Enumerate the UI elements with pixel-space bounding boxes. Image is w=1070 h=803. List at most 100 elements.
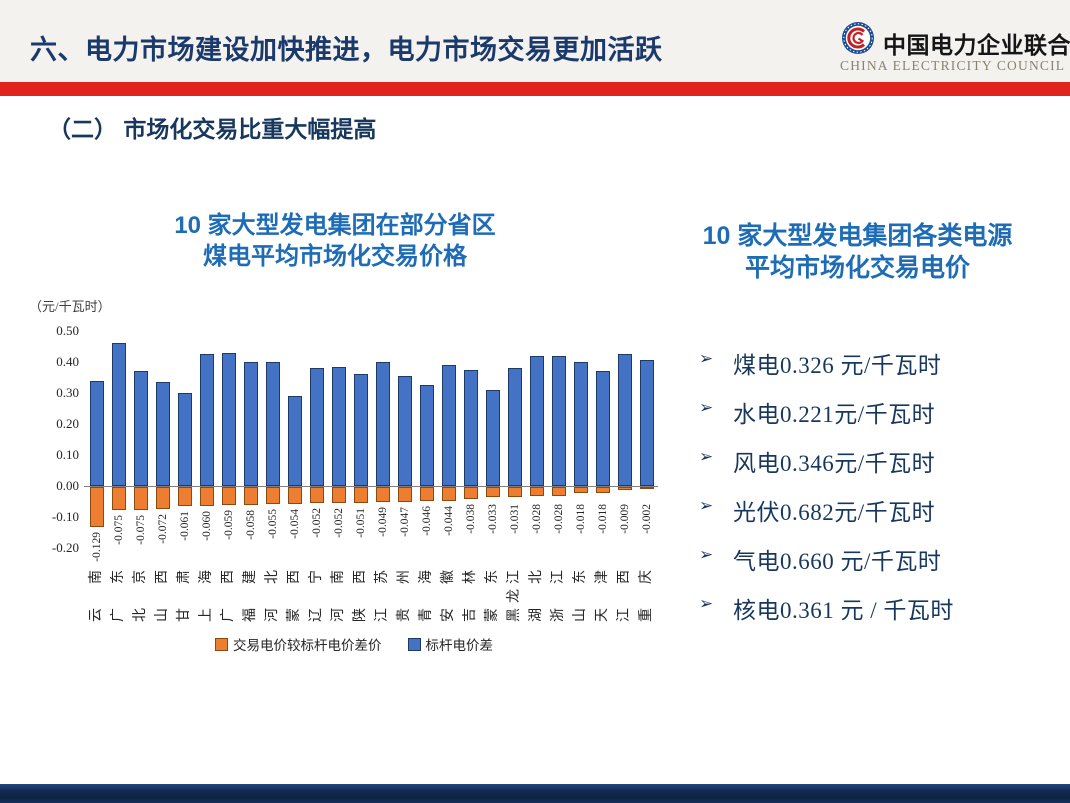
x-axis-label: 浙江 xyxy=(551,570,567,622)
x-axis-label-char: 甘 xyxy=(176,608,192,622)
x-axis-label-char: 山 xyxy=(154,608,170,622)
right-panel-title: 10 家大型发电集团各类电源 平均市场化交易电价 xyxy=(655,220,1060,284)
x-axis-label-char: 徽 xyxy=(440,570,456,584)
bar-benchmark-price-diff xyxy=(265,362,280,486)
bar-trade-price-diff xyxy=(133,487,148,511)
x-axis-label: 重庆 xyxy=(639,570,655,622)
bar-benchmark-price-diff xyxy=(111,343,126,486)
legend-item-trade-diff: 交易电价较标杆电价差价 xyxy=(215,634,382,654)
x-axis-label-char: 山 xyxy=(572,608,588,622)
x-axis-label: 北京 xyxy=(133,570,149,622)
arrow-bullet-icon: ➢ xyxy=(699,594,714,613)
bullet-list: ➢ 煤电0.326 元/千瓦时 ➢ 水电0.221元/千瓦时 ➢ 风电0.346元/千瓦时… xyxy=(699,346,954,640)
x-axis-label-char: 上 xyxy=(198,608,214,622)
x-axis-label-char: 西 xyxy=(220,570,236,584)
bar-benchmark-price-diff xyxy=(309,368,324,486)
x-axis-label: 福建 xyxy=(243,570,259,622)
bar-value-label: -0.052 xyxy=(310,508,323,538)
bar-value-label: -0.038 xyxy=(464,504,477,534)
x-axis-label: 湖北 xyxy=(529,570,545,622)
bar-trade-price-diff xyxy=(573,487,588,493)
x-axis-label-char: 福 xyxy=(242,608,258,622)
right-panel-title-line2: 平均市场化交易电价 xyxy=(744,254,970,282)
bar-trade-price-diff xyxy=(375,487,390,503)
left-chart-title-line2: 煤电平均市场化交易价格 xyxy=(203,243,467,270)
x-axis-label-char: 重 xyxy=(638,608,654,622)
bar-benchmark-price-diff xyxy=(639,360,654,486)
x-axis-label-char: 江 xyxy=(616,608,632,622)
x-axis-label-char: 东 xyxy=(110,570,126,584)
bar-value-label: -0.018 xyxy=(596,504,609,534)
arrow-bullet-icon: ➢ xyxy=(699,447,714,466)
left-chart-title: 10 家大型发电集团在部分省区 煤电平均市场化交易价格 xyxy=(85,210,585,272)
x-axis-label-char: 江 xyxy=(550,570,566,584)
cec-emblem-icon xyxy=(841,21,875,55)
bullet-item: ➢ 光伏0.682元/千瓦时 xyxy=(699,493,954,525)
bar-benchmark-price-diff xyxy=(331,366,346,486)
legend-swatch-orange xyxy=(215,637,228,651)
x-axis-label-char: 江 xyxy=(374,608,390,622)
bullet-item: ➢ 核电0.361 元 / 千瓦时 xyxy=(699,591,954,623)
footer-bar xyxy=(0,784,1070,803)
x-axis-label-char: 贵 xyxy=(396,608,412,622)
x-axis-label-char: 西 xyxy=(616,570,632,584)
left-chart-title-line1: 10 家大型发电集团在部分省区 xyxy=(174,212,496,239)
bar-trade-price-diff xyxy=(331,487,346,504)
bar-trade-price-diff xyxy=(441,487,456,501)
bar-benchmark-price-diff xyxy=(133,371,148,486)
x-axis-label-char: 东 xyxy=(484,570,500,584)
bar-trade-price-diff xyxy=(551,487,566,496)
bar-benchmark-price-diff xyxy=(397,375,412,486)
bar-benchmark-price-diff xyxy=(353,374,368,486)
bar-benchmark-price-diff xyxy=(287,396,302,486)
x-axis-label-char: 西 xyxy=(352,570,368,584)
x-axis-label: 江西 xyxy=(617,570,633,622)
bar-benchmark-price-diff xyxy=(419,385,434,486)
bar-value-label: -0.046 xyxy=(420,506,433,536)
bar-trade-price-diff xyxy=(265,487,280,505)
x-axis-label-char: 辽 xyxy=(308,608,324,622)
logo-org-name-en: CHINA ELECTRICITY COUNCIL xyxy=(840,58,1066,73)
bar-trade-price-diff xyxy=(111,487,126,511)
y-axis-tick: 0.50 xyxy=(56,323,79,338)
arrow-bullet-icon: ➢ xyxy=(699,398,714,417)
x-axis-label-char: 陕 xyxy=(352,608,368,622)
bar-value-label: -0.049 xyxy=(376,507,389,537)
x-axis-label-char: 北 xyxy=(132,608,148,622)
x-axis-label: 河南 xyxy=(331,570,347,622)
y-axis-tick: 0.30 xyxy=(56,385,79,400)
bar-benchmark-price-diff xyxy=(595,371,610,486)
legend-label-benchmark-diff: 标杆电价差 xyxy=(425,638,494,653)
arrow-bullet-icon: ➢ xyxy=(699,496,714,515)
x-axis-label-char: 北 xyxy=(528,570,544,584)
bar-trade-price-diff xyxy=(309,487,324,504)
x-axis-label-char: 津 xyxy=(594,570,610,584)
bullet-text: 风电0.346元/千瓦时 xyxy=(733,451,936,476)
logo-org-name-cn: 中国电力企业联合会 xyxy=(883,32,1070,58)
x-axis-label-char: 河 xyxy=(330,608,346,622)
bar-trade-price-diff xyxy=(463,487,478,499)
bar-trade-price-diff xyxy=(353,487,368,503)
bar-trade-price-diff xyxy=(221,487,236,506)
bar-trade-price-diff xyxy=(89,487,104,527)
bar-value-label: -0.052 xyxy=(332,508,345,538)
x-axis-label-char: 建 xyxy=(242,570,258,584)
bar-value-label: -0.018 xyxy=(574,504,587,534)
bar-benchmark-price-diff xyxy=(573,362,588,486)
x-axis-label: 安徽 xyxy=(441,570,457,622)
y-axis-tick: -0.20 xyxy=(51,540,79,555)
y-axis-tick: 0.10 xyxy=(56,447,79,462)
bar-value-label: -0.072 xyxy=(156,514,169,545)
bar-trade-price-diff xyxy=(243,487,258,505)
bar-value-label: -0.075 xyxy=(134,515,147,545)
bar-value-label: -0.009 xyxy=(618,504,631,534)
bullet-text: 煤电0.326 元/千瓦时 xyxy=(733,353,942,378)
x-axis-label-char: 龙 xyxy=(506,589,522,603)
x-axis-label: 陕西 xyxy=(353,570,369,622)
bar-trade-price-diff xyxy=(397,487,412,502)
y-axis-tick: 0.20 xyxy=(56,416,79,431)
page-title: 六、电力市场建设加快推进，电力市场交易更加活跃 xyxy=(30,35,663,65)
x-axis-label-char: 黑 xyxy=(506,608,522,622)
bar-benchmark-price-diff xyxy=(221,352,236,486)
bar-trade-price-diff xyxy=(639,487,654,489)
